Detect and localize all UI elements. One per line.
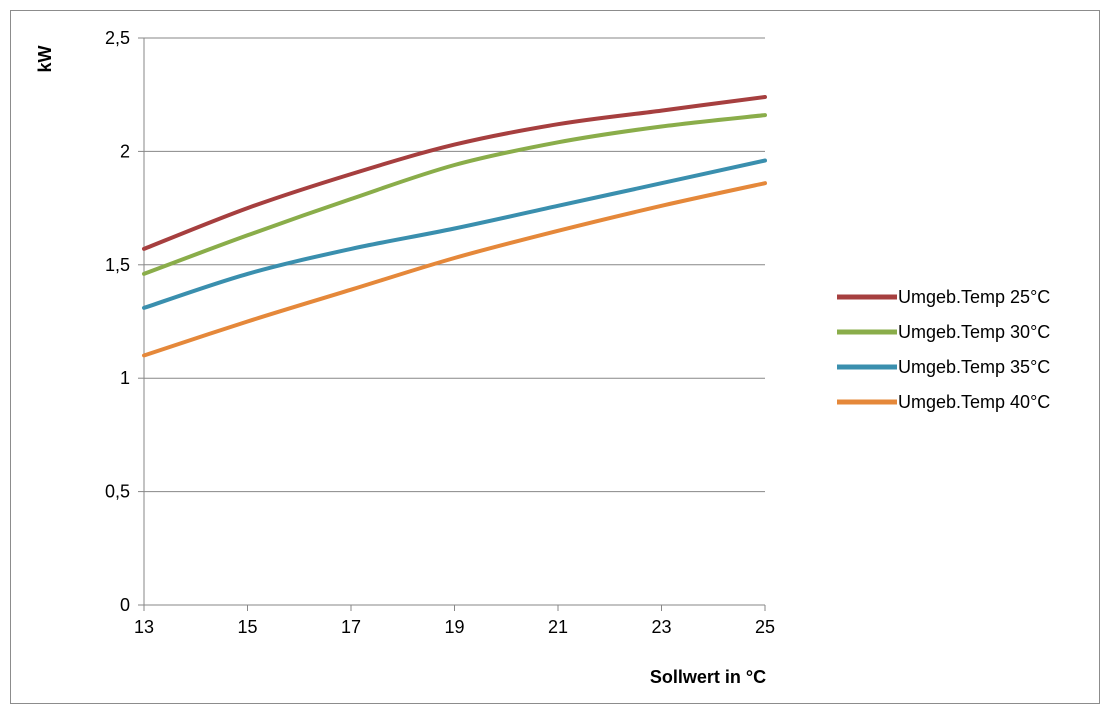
y-tick-label: 0 xyxy=(120,595,130,615)
series-line-1 xyxy=(142,95,767,251)
legend: Umgeb.Temp 25°C Umgeb.Temp 30°C Umgeb.Temp… xyxy=(837,287,1050,412)
x-tick-label: 15 xyxy=(237,617,257,637)
legend-label: Umgeb.Temp 25°C xyxy=(898,287,1050,307)
legend-label: Umgeb.Temp 35°C xyxy=(898,357,1050,377)
x-tick-label: 13 xyxy=(134,617,154,637)
x-tick-label: 17 xyxy=(341,617,361,637)
series-lines xyxy=(142,95,767,358)
y-tick-label: 1 xyxy=(120,368,130,388)
y-tick-label: 2 xyxy=(120,141,130,161)
legend-label: Umgeb.Temp 40°C xyxy=(898,392,1050,412)
line-chart: 0 0,5 1 1,5 2 2,5 13 15 17 19 21 23 25 Umgeb.Temp 25… xyxy=(35,28,1050,687)
series-line-3 xyxy=(142,158,767,310)
x-tick-label: 21 xyxy=(548,617,568,637)
axes: 0 0,5 1 1,5 2 2,5 13 15 17 19 21 23 25 xyxy=(105,28,775,637)
y-axis-title: kW xyxy=(35,45,55,72)
legend-label: Umgeb.Temp 30°C xyxy=(898,322,1050,342)
x-tick-label: 19 xyxy=(444,617,464,637)
series-line-4 xyxy=(142,181,767,358)
gridlines xyxy=(144,37,765,493)
chart-frame: 0 0,5 1 1,5 2 2,5 13 15 17 19 21 23 25 Umgeb.Temp 25… xyxy=(10,10,1100,704)
y-tick-label: 0,5 xyxy=(105,482,130,502)
y-tick-label: 1,5 xyxy=(105,255,130,275)
y-tick-label: 2,5 xyxy=(105,28,130,48)
x-axis-title: Sollwert in °C xyxy=(650,667,766,687)
x-tick-label: 25 xyxy=(755,617,775,637)
x-tick-label: 23 xyxy=(651,617,671,637)
series-line-2 xyxy=(142,113,767,276)
